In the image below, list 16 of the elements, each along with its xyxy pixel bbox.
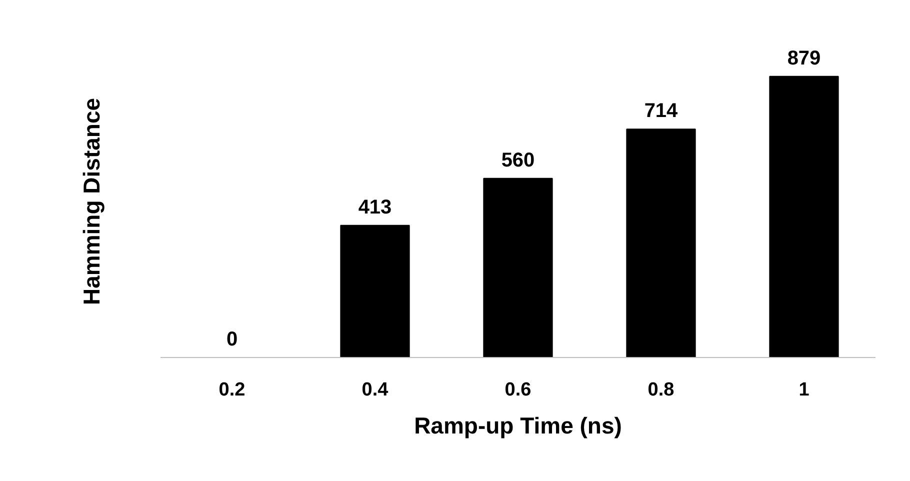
x-tick-label: 0.4 (362, 380, 389, 400)
data-label: 714 (644, 100, 679, 122)
x-tick-label: 0.2 (218, 380, 246, 400)
bar (626, 128, 696, 358)
bar (483, 178, 553, 358)
y-axis-title: Hamming Distance (78, 98, 104, 306)
data-label: 560 (501, 149, 535, 172)
data-label: 413 (358, 196, 392, 218)
data-label: 0 (226, 328, 238, 350)
bar (769, 76, 839, 358)
x-axis-title: Ramp-up Time (ns) (414, 412, 622, 438)
data-label: 879 (787, 47, 821, 70)
x-tick-label: 0.8 (648, 380, 674, 400)
bar (340, 224, 410, 358)
x-tick-label: 1 (798, 380, 810, 400)
x-tick-label: 0.6 (504, 380, 532, 400)
